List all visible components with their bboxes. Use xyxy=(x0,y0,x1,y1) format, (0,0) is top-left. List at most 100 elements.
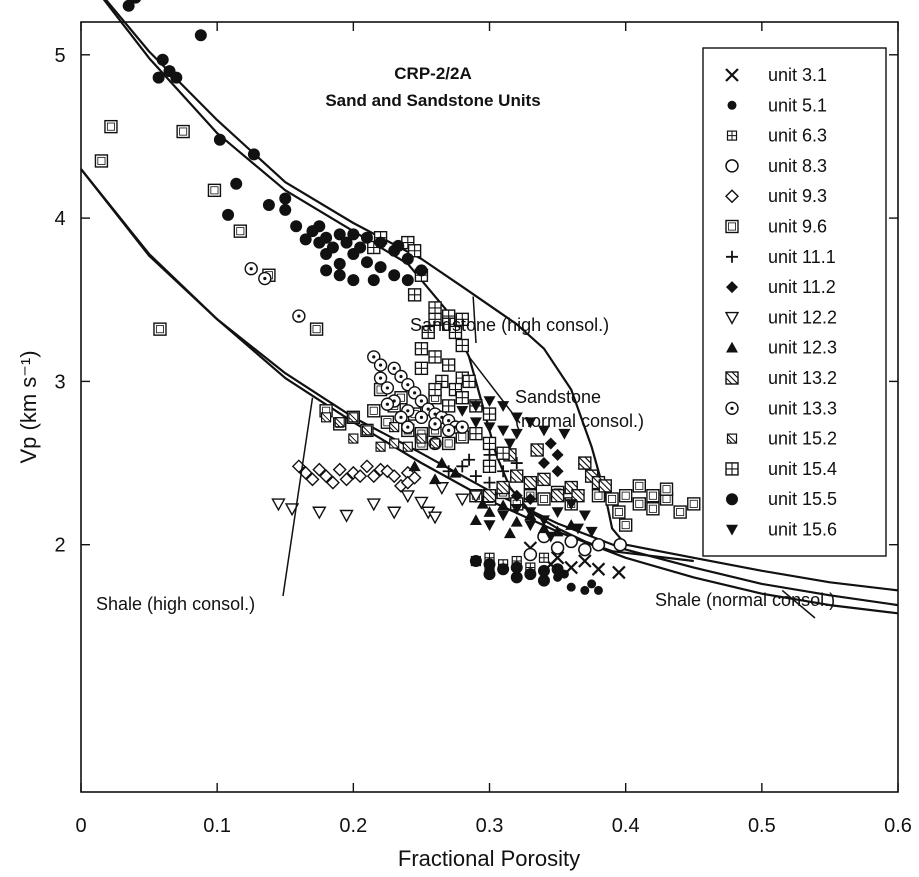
data-point xyxy=(524,568,537,581)
data-point xyxy=(483,568,496,581)
data-point xyxy=(309,322,324,336)
data-point xyxy=(427,511,443,525)
data-point xyxy=(580,585,590,595)
data-point xyxy=(497,510,510,522)
data-point xyxy=(537,425,550,437)
data-point xyxy=(353,469,368,484)
legend-marker xyxy=(726,281,738,294)
series-unit-15-4 xyxy=(367,230,510,474)
data-point xyxy=(537,457,550,470)
data-point xyxy=(551,465,564,478)
legend-label: unit 15.5 xyxy=(768,489,837,509)
curve-sandstone-high-consol xyxy=(104,0,899,592)
data-point xyxy=(375,441,386,452)
data-point xyxy=(361,425,373,436)
data-point xyxy=(544,531,557,543)
annotation-shale-normal-consol: Shale (normal consol.) xyxy=(655,590,835,610)
data-point xyxy=(591,489,606,503)
data-point xyxy=(401,252,414,265)
data-point xyxy=(585,526,598,538)
legend-box xyxy=(702,47,887,557)
data-point xyxy=(598,479,612,493)
data-point xyxy=(374,261,387,274)
data-point xyxy=(129,0,141,4)
data-point xyxy=(428,417,442,431)
data-point xyxy=(380,381,395,395)
axis-ticks: 00.10.20.30.40.50.623456 xyxy=(54,22,912,837)
legend-label: unit 3.1 xyxy=(768,65,827,85)
data-point xyxy=(449,466,462,478)
legend-label: unit 12.2 xyxy=(768,307,837,327)
data-point xyxy=(325,475,340,490)
data-point xyxy=(550,489,565,503)
x-tick-label: 0 xyxy=(75,815,86,837)
data-point xyxy=(153,322,167,336)
data-point xyxy=(380,464,395,479)
y-tick-label: 4 xyxy=(54,208,65,230)
data-point xyxy=(469,417,482,429)
legend-marker xyxy=(726,493,738,506)
data-point xyxy=(407,244,422,258)
data-point xyxy=(632,497,646,511)
data-point xyxy=(510,428,523,440)
data-point xyxy=(523,475,538,490)
data-point xyxy=(497,499,510,511)
data-point xyxy=(421,325,435,340)
data-point xyxy=(428,350,442,364)
series-unit-13-2 xyxy=(482,443,612,503)
data-point xyxy=(354,241,367,254)
x-tick-label: 0.4 xyxy=(612,815,640,837)
data-point xyxy=(313,220,326,233)
data-point xyxy=(271,498,286,512)
series-unit-3-1 xyxy=(523,541,626,580)
data-point xyxy=(455,493,470,507)
data-point xyxy=(170,71,183,84)
data-point xyxy=(414,342,429,356)
data-point xyxy=(429,438,441,449)
annotation-shale-high-consol: Shale (high consol.) xyxy=(96,594,255,614)
data-point xyxy=(360,231,373,244)
data-point xyxy=(469,470,482,483)
legend-label: unit 9.6 xyxy=(768,217,827,237)
data-point xyxy=(455,420,469,434)
data-point xyxy=(483,422,496,434)
legend-item-unit-6-3: unit 6.3 xyxy=(726,126,827,146)
data-point xyxy=(510,469,524,483)
legend-marker xyxy=(725,371,739,385)
data-point xyxy=(558,428,571,440)
data-point xyxy=(483,558,496,571)
data-point xyxy=(455,338,469,353)
data-point xyxy=(510,457,523,470)
legend-item-unit-13-3: unit 13.3 xyxy=(725,398,837,418)
data-point xyxy=(553,572,563,582)
data-point xyxy=(482,459,497,474)
data-points xyxy=(94,0,765,595)
data-point xyxy=(455,312,469,327)
data-point xyxy=(646,489,660,503)
data-point xyxy=(510,503,523,515)
legend-marker xyxy=(724,311,740,325)
data-point xyxy=(320,231,333,244)
series-unit-8-3 xyxy=(523,529,627,562)
data-point xyxy=(673,505,687,519)
legend-item-unit-15-6: unit 15.6 xyxy=(726,520,837,540)
data-point xyxy=(279,192,292,205)
data-point xyxy=(408,460,421,472)
data-point xyxy=(340,236,353,249)
data-point xyxy=(483,448,496,461)
legend-marker xyxy=(726,433,738,444)
legend-item-unit-12-3: unit 12.3 xyxy=(726,338,837,358)
chart-title: CRP-2/2A xyxy=(394,64,471,83)
legend-item-unit-11-1: unit 11.1 xyxy=(726,247,836,267)
data-point xyxy=(483,506,496,517)
data-point xyxy=(347,228,360,241)
data-point xyxy=(279,203,292,216)
data-point xyxy=(360,256,373,269)
data-point xyxy=(373,358,388,372)
data-point xyxy=(612,565,626,580)
data-point xyxy=(483,476,496,489)
data-point xyxy=(428,301,442,315)
legend-marker xyxy=(725,189,739,204)
data-point xyxy=(524,492,537,505)
